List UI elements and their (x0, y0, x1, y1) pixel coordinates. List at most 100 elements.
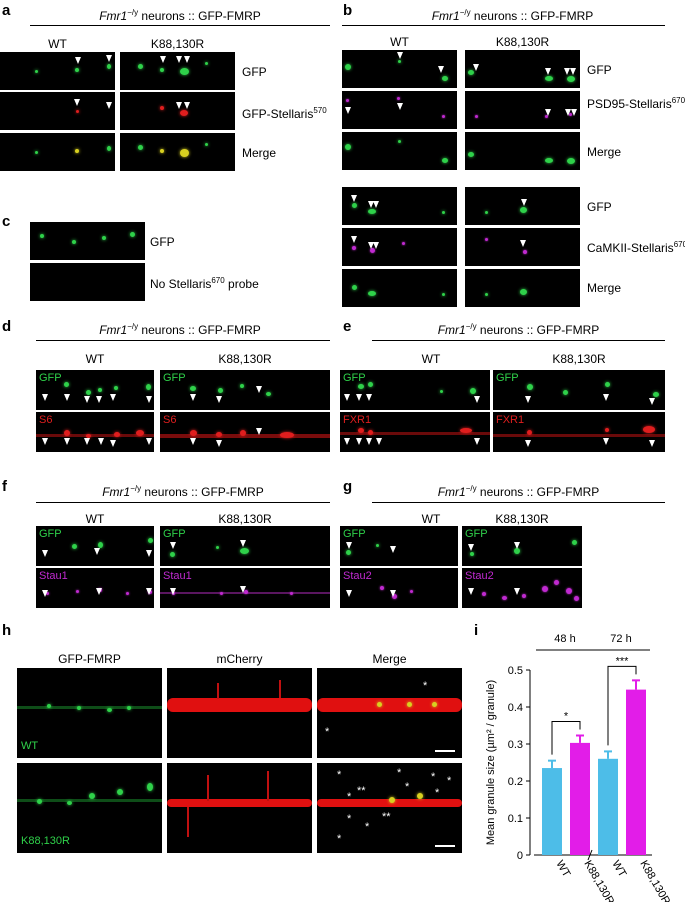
panel-c-row-noprobe: No Stellaris670 probe (150, 276, 259, 291)
panel-d-col-wt: WT (85, 352, 105, 366)
panel-b-title: Fmr1−/y neurons :: GFP-FMRP (431, 8, 594, 23)
panel-a-label: a (2, 2, 11, 19)
panel-g-title: Fmr1−/y neurons :: GFP-FMRP (437, 484, 600, 499)
y-tick-label: 0.5 (508, 665, 523, 677)
panel-b-row-camkii: CaMKII-Stellaris670 (587, 240, 685, 255)
panel-c-noprobe-image (30, 263, 145, 301)
panel-b-wt-camkii-image (342, 228, 457, 266)
panel-a-wt-stellaris-image (0, 92, 115, 130)
panel-e-wt-fxr1-image: FXR1 (340, 412, 490, 452)
panel-g-mut-gfp-image: GFP (462, 526, 582, 566)
panel-e-rule (372, 340, 665, 341)
y-tick-label: 0.2 (508, 776, 523, 788)
group-label: 48 h (554, 633, 575, 645)
x-tick-label: WT (553, 859, 572, 880)
panel-d-mut-gfp-image: GFP (160, 370, 330, 410)
panel-a-col-wt: WT (48, 37, 67, 51)
panel-h-mut-mcherry-image (167, 763, 312, 853)
panel-a-mut-stellaris-image (120, 92, 235, 130)
panel-f-mut-gfp-image: GFP (160, 526, 330, 566)
panel-a-row-merge: Merge (242, 146, 277, 160)
panel-h-col-gfp: GFP-FMRP (58, 652, 121, 666)
panel-b-mut-gfp2-image (465, 187, 580, 225)
panel-b-mut-camkii-image (465, 228, 580, 266)
panel-a-row-gfp: GFP (242, 65, 267, 79)
panel-e-wt-gfp-image: GFP (340, 370, 490, 410)
panel-h-label: h (2, 622, 12, 639)
panel-i-label: i (474, 622, 479, 639)
y-tick-label: 0.3 (508, 739, 523, 751)
panel-h-mut-gfp-image: K88,130R (17, 763, 162, 853)
panel-g-label: g (343, 478, 353, 495)
panel-a-wt-merge-image (0, 133, 115, 171)
panel-e-col-mut: K88,130R (552, 352, 606, 366)
panel-b-mut-gfp-image (465, 50, 580, 88)
panel-d-rule (36, 340, 330, 341)
panel-f-mut-stau1-image: Stau1 (160, 568, 330, 608)
panel-b-wt-psd95-image (342, 91, 457, 129)
bar-k88130r-0 (570, 742, 590, 855)
panel-b-row-merge-bottom: Merge (587, 281, 622, 295)
bar-wt-1 (598, 758, 618, 855)
panel-d-title: Fmr1−/y neurons :: GFP-FMRP (99, 322, 261, 337)
panel-e-mut-gfp-image: GFP (493, 370, 665, 410)
panel-h-wt-merge-image: * * (317, 668, 462, 758)
panel-c-gfp-image (30, 222, 145, 260)
panel-b-row-merge-top: Merge (587, 145, 622, 159)
panel-e-label: e (343, 318, 352, 335)
scale-bar (435, 750, 455, 752)
panel-g-wt-stau2-image: Stau2 (340, 568, 458, 608)
panel-h-col-mcherry: mCherry (216, 652, 263, 666)
panel-b-row-psd95: PSD95-Stellaris670 (587, 96, 685, 111)
panel-g-col-mut: K88,130R (495, 512, 549, 526)
panel-a-wt-gfp-image (0, 52, 115, 90)
panel-g-rule (372, 502, 665, 503)
panel-b-mut-merge2-image (465, 269, 580, 307)
panel-h-mut-merge-image: * * * * * ** * * * ** * * (317, 763, 462, 853)
panel-a-rule (30, 25, 330, 26)
panel-f-label: f (2, 478, 7, 495)
significance-bracket (607, 665, 637, 746)
y-tick-label: 0.1 (508, 813, 523, 825)
panel-b-col-wt: WT (390, 35, 409, 49)
panel-f-col-wt: WT (85, 512, 105, 526)
axis-break (587, 849, 593, 861)
panel-f-title: Fmr1−/y neurons :: GFP-FMRP (102, 484, 264, 499)
panel-b-label: b (343, 2, 353, 19)
granule-size-chart: 0 0.1 0.2 0.3 0.4 0.5 Mean granule size (µm² /… (485, 633, 672, 902)
panel-b-wt-gfp-image (342, 50, 457, 88)
y-tick-label: 0 (517, 850, 523, 862)
panel-b-mut-merge-image (465, 132, 580, 170)
panel-b-row-gfp-bottom: GFP (587, 200, 612, 214)
panel-e-title: Fmr1−/y neurons :: GFP-FMRP (437, 322, 600, 337)
panel-f-rule (36, 502, 330, 503)
panel-b-wt-gfp2-image (342, 187, 457, 225)
significance-marker: * (564, 710, 569, 722)
panel-a-title: Fmr1−/y neurons :: GFP-FMRP (99, 8, 261, 23)
panel-d-mut-s6-image: S6 (160, 412, 330, 452)
panel-b-rule (342, 25, 665, 26)
significance-marker: *** (616, 655, 630, 667)
panel-b-wt-merge2-image (342, 269, 457, 307)
scale-bar-2 (435, 845, 455, 847)
panel-g-col-wt: WT (421, 512, 441, 526)
panel-c-label: c (2, 213, 11, 230)
panel-h-col-merge: Merge (372, 652, 407, 666)
bar-wt-0 (542, 768, 562, 855)
panel-d-col-mut: K88,130R (218, 352, 272, 366)
panel-e-mut-fxr1-image: FXR1 (493, 412, 665, 452)
panel-d-wt-gfp-image: GFP (36, 370, 154, 410)
panel-a-row-stellaris: GFP-Stellaris570 (242, 106, 327, 121)
panel-f-wt-gfp-image: GFP (36, 526, 154, 566)
panel-a-mut-merge-image (120, 133, 235, 171)
y-tick-label: 0.4 (508, 702, 523, 714)
panel-h-wt-gfp-image: WT (17, 668, 162, 758)
significance-bracket (551, 720, 581, 755)
panel-f-col-mut: K88,130R (218, 512, 272, 526)
panel-g-mut-stau2-image: Stau2 (462, 568, 582, 608)
panel-b-row-gfp-top: GFP (587, 63, 612, 77)
panel-b-wt-merge-image (342, 132, 457, 170)
panel-d-label: d (2, 318, 12, 335)
panel-a-mut-gfp-image (120, 52, 235, 90)
panel-b-col-mut: K88,130R (495, 35, 550, 49)
